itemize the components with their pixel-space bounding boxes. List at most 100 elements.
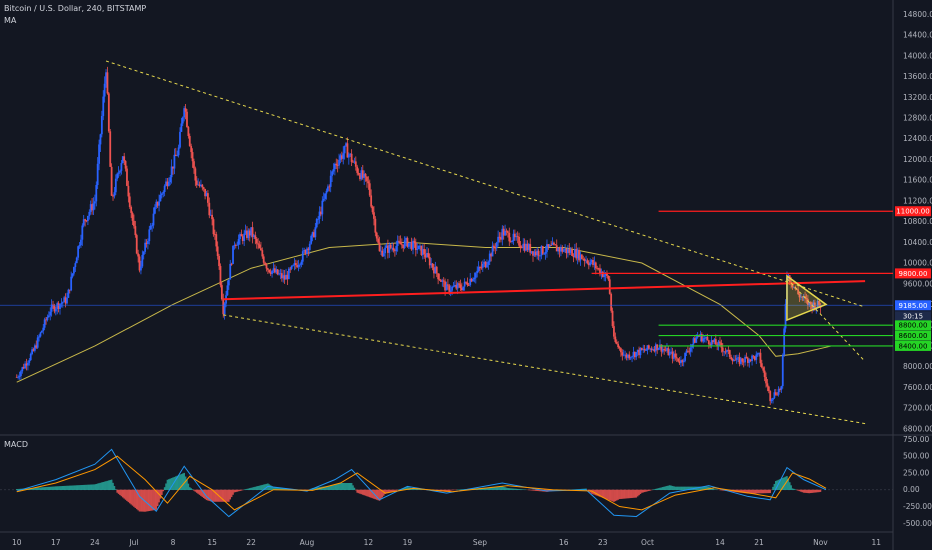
macd-histogram-bar [522, 489, 525, 491]
candle-body [38, 336, 40, 338]
candle-body [147, 241, 149, 245]
macd-histogram-bar [313, 487, 315, 491]
candle-body [87, 215, 89, 221]
support-line [223, 280, 866, 301]
candle-body [604, 273, 607, 276]
candle-body [688, 351, 691, 353]
macd-histogram-bar [367, 489, 370, 497]
drawings[interactable] [0, 60, 893, 425]
macd-histogram-bar [681, 486, 684, 491]
candle-body [43, 319, 46, 328]
candle-body [512, 233, 515, 241]
macd-histogram-bar [641, 489, 643, 493]
level-tag-text: 8800.00 [899, 322, 928, 330]
price-axis-tick: 14000.00 [903, 51, 932, 60]
candle-body [93, 201, 96, 204]
macd-histogram-bar [121, 489, 124, 498]
candle-body [423, 249, 426, 255]
candle-body [384, 247, 387, 254]
candle-body [579, 254, 582, 261]
macd-indicator-label[interactable]: MACD [4, 440, 28, 449]
candle-body [564, 248, 567, 251]
macd-histogram-bar [151, 489, 153, 511]
candle-body [96, 163, 99, 185]
macd-histogram-bar [532, 489, 534, 491]
candle-body [138, 256, 141, 271]
candle-body [800, 296, 802, 298]
price-axis-tick: 14800.00 [903, 10, 932, 19]
candle-body [498, 236, 501, 238]
macd-histogram-bar [161, 489, 163, 495]
macd-histogram-bar [624, 489, 626, 499]
time-axis-tick: 15 [207, 538, 217, 547]
candle-body [377, 238, 380, 243]
candle-body [155, 201, 158, 208]
macd-histogram-bar [606, 489, 608, 500]
candle-body [260, 248, 262, 251]
candle-body [339, 155, 342, 160]
candle-body [525, 243, 527, 251]
macd-histogram-bar [615, 489, 618, 501]
macd-histogram-bar [378, 489, 381, 501]
macd-histogram-bar [148, 489, 151, 512]
time-axis-tick: 24 [90, 538, 100, 547]
candle-body [198, 184, 201, 187]
macd-histogram-bar [481, 487, 484, 491]
candle-body [437, 273, 440, 280]
candle-body [364, 173, 367, 177]
macd-histogram-bar [82, 484, 85, 491]
candle-body [216, 246, 219, 257]
macd-histogram-bar [702, 486, 705, 491]
candle-body [536, 250, 539, 256]
candle-body [50, 304, 53, 312]
macd-axis-tick: 250.00 [903, 468, 929, 477]
candle-body [148, 229, 151, 242]
candle-body [675, 357, 678, 359]
candle-body [352, 161, 354, 163]
ma-indicator-label[interactable]: MA [4, 16, 17, 25]
macd-histogram-bar [94, 484, 96, 491]
candle-body [572, 255, 575, 258]
candle-body [593, 262, 596, 265]
candle-body [741, 358, 744, 362]
candle-body [297, 264, 300, 268]
macd-histogram-bar [501, 486, 504, 491]
macd-histogram-bar [502, 486, 505, 491]
macd-histogram-bar [87, 484, 89, 491]
macd-histogram-bar [504, 487, 506, 491]
candle-body [388, 244, 391, 253]
macd-histogram-bar [343, 483, 346, 491]
macd-histogram-bar [762, 489, 765, 494]
macd-histogram-bar [366, 489, 368, 497]
macd-histogram-bar [774, 480, 777, 491]
macd-histogram-bar [416, 489, 418, 491]
candle-body [237, 239, 240, 245]
candle-body [445, 284, 448, 291]
candle-body [444, 281, 447, 291]
symbol-title[interactable]: Bitcoin / U.S. Dollar, 240, BITSTAMP [4, 4, 147, 13]
candle-body [285, 274, 287, 280]
candle-body [329, 175, 332, 187]
candle-body [131, 212, 134, 221]
candle-body [663, 349, 666, 350]
candle-body [170, 166, 173, 178]
candle-body [509, 241, 512, 243]
candle-body [460, 288, 463, 291]
macd-histogram-bar [600, 489, 603, 498]
candle-body [267, 268, 269, 270]
macd-histogram-bar [590, 489, 593, 494]
candle-body [463, 281, 466, 287]
candle-body [117, 172, 120, 174]
candle-body [618, 347, 621, 349]
candle-body [179, 131, 181, 148]
macd-histogram-bar [677, 486, 679, 491]
candle-body [813, 302, 816, 310]
candle-body [99, 134, 102, 145]
macd-histogram-bar [461, 489, 463, 491]
macd-histogram-bar [166, 479, 169, 491]
candle-body [373, 212, 375, 219]
candle-body [653, 349, 656, 352]
time-axis-tick: 21 [754, 538, 764, 547]
candle-body [29, 354, 32, 361]
